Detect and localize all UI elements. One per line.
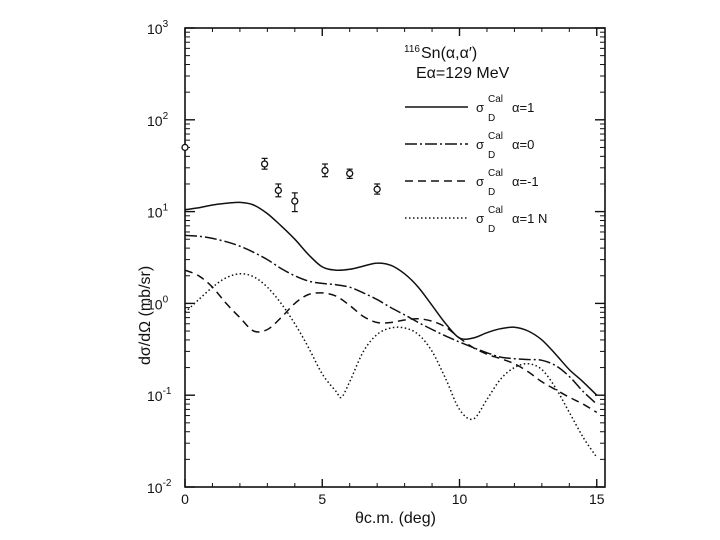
legend-sigma: σ — [476, 100, 484, 115]
legend-sup: Cal — [488, 205, 503, 216]
legend-sigma: σ — [476, 211, 484, 226]
y-tick-label: 103 — [147, 19, 169, 37]
x-axis-title: θc.m. (deg) — [355, 510, 436, 527]
x-tick-label: 15 — [589, 491, 605, 507]
y-tick-exponent: -2 — [163, 478, 172, 489]
plot-border — [184, 27, 606, 488]
x-tick-label: 10 — [452, 491, 468, 507]
legend-param: α=1 — [512, 100, 534, 115]
data-point — [260, 160, 269, 168]
experimental-points — [181, 143, 381, 213]
legend-sub: D — [488, 187, 495, 198]
legend-sub: D — [488, 113, 495, 124]
legend: σ Cal Dα=1 σ Cal Dα=0 σ Cal Dα=-1 σ Cal Dα=1 N — [405, 94, 547, 235]
y-tick-exponent: 0 — [163, 294, 169, 305]
legend-sub: D — [488, 150, 495, 161]
legend-sup: Cal — [488, 131, 503, 142]
y-tick-exponent: 2 — [163, 111, 169, 122]
title-energy: Eα=129 MeV — [416, 65, 510, 82]
data-point — [373, 185, 381, 193]
y-axis-title: dσ/dΩ (mb/sr) — [137, 266, 154, 365]
data-point — [346, 169, 354, 178]
y-tick-exponent: -1 — [163, 386, 172, 397]
series-line-4 — [184, 273, 598, 458]
y-tick-label: 10-1 — [147, 386, 172, 404]
series-line-1 — [184, 201, 598, 396]
series-lines — [184, 201, 598, 458]
data-point — [321, 166, 329, 175]
y-tick-exponent: 1 — [163, 203, 169, 214]
legend-param: α=1 N — [512, 211, 547, 226]
y-tick-exponent: 3 — [163, 19, 169, 30]
x-tick-label: 5 — [318, 491, 326, 507]
legend-sup: Cal — [488, 168, 503, 179]
legend-sigma: σ — [476, 137, 484, 152]
series-line-3 — [184, 269, 598, 414]
legend-param: α=-1 — [512, 174, 539, 189]
data-point — [291, 197, 299, 205]
y-tick-label: 10-2 — [147, 478, 172, 496]
y-tick-label: 102 — [147, 111, 169, 129]
legend-param: α=0 — [512, 137, 534, 152]
title-iso-mass: 116 — [404, 44, 420, 55]
legend-sub: D — [488, 224, 495, 235]
legend-sup: Cal — [488, 94, 503, 105]
y-tick-label: 101 — [147, 203, 169, 221]
data-point-edge — [181, 143, 189, 152]
data-point — [274, 186, 282, 195]
title-reaction: Sn(α,α′) — [421, 45, 477, 62]
legend-sigma: σ — [476, 174, 484, 189]
plot-frame — [184, 27, 606, 488]
x-tick-label: 0 — [181, 491, 189, 507]
series-line-2 — [184, 234, 598, 405]
